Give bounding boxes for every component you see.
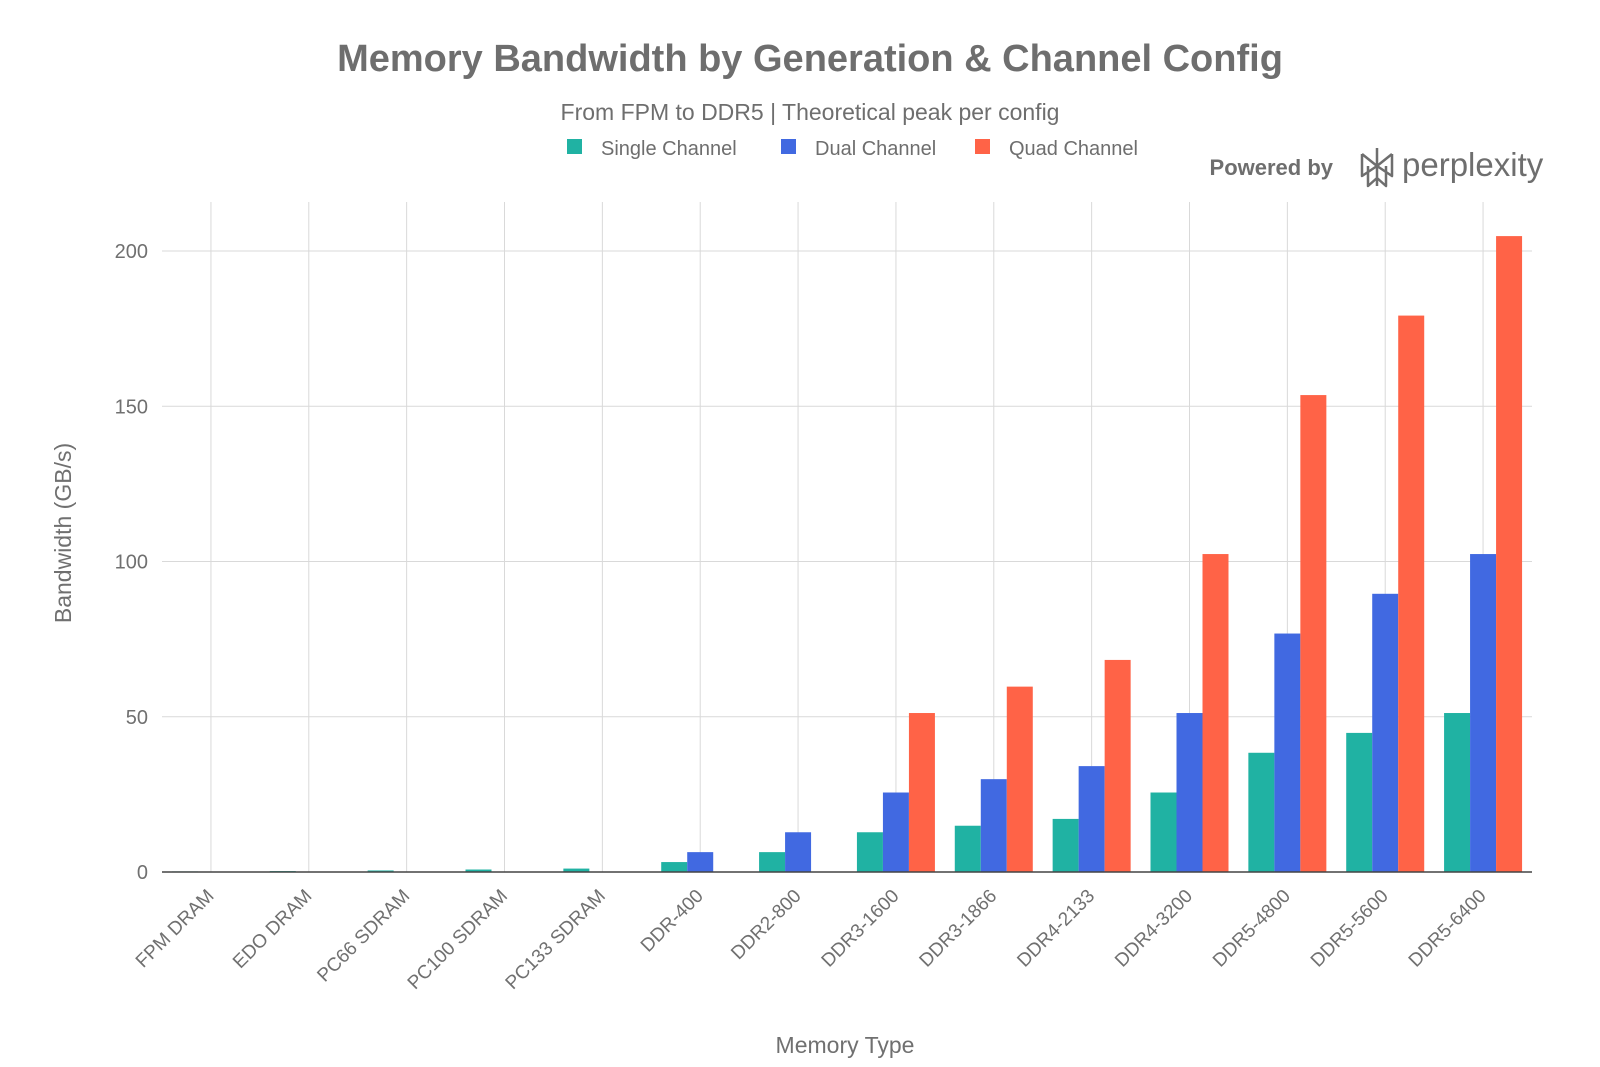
y-tick-label: 0 bbox=[137, 862, 148, 884]
legend-swatch bbox=[975, 139, 990, 154]
legend-label: Single Channel bbox=[601, 138, 737, 160]
y-tick-label: 150 bbox=[115, 396, 148, 418]
bar bbox=[882, 792, 909, 872]
chart-subtitle: From FPM to DDR5 | Theoretical peak per … bbox=[561, 99, 1060, 125]
x-tick-label: DDR3-1866 bbox=[916, 886, 1002, 972]
bar bbox=[785, 832, 812, 872]
bar bbox=[687, 852, 714, 872]
x-tick-label: FPM DRAM bbox=[132, 886, 218, 972]
bar bbox=[1470, 554, 1497, 872]
brand-name: perplexity bbox=[1402, 146, 1544, 183]
x-tick-label: DDR4-2133 bbox=[1013, 886, 1099, 972]
bar bbox=[1300, 395, 1327, 872]
legend-label: Dual Channel bbox=[815, 138, 936, 160]
chart-title: Memory Bandwidth by Generation & Channel… bbox=[337, 38, 1283, 80]
bar bbox=[954, 825, 981, 872]
x-tick-label: DDR2-800 bbox=[727, 886, 805, 964]
legend-item: Single Channel bbox=[567, 138, 737, 160]
bar bbox=[1104, 659, 1131, 872]
bar bbox=[1496, 236, 1523, 872]
y-axis-ticks: 0 50 100 150 200 bbox=[115, 241, 148, 884]
bar bbox=[465, 869, 492, 872]
bar bbox=[759, 852, 786, 872]
x-tick-label: DDR-400 bbox=[637, 886, 708, 957]
bar bbox=[908, 713, 935, 872]
x-tick-label: PC100 SDRAM bbox=[404, 886, 512, 994]
bar bbox=[856, 832, 883, 872]
bar bbox=[1398, 315, 1425, 873]
bar bbox=[563, 868, 590, 872]
bar bbox=[1052, 818, 1079, 872]
bar bbox=[1372, 593, 1399, 872]
bars bbox=[171, 236, 1523, 873]
bar bbox=[1202, 554, 1229, 872]
legend-item: Dual Channel bbox=[781, 138, 936, 160]
x-tick-label: DDR4-3200 bbox=[1111, 886, 1197, 972]
y-tick-label: 100 bbox=[115, 552, 148, 574]
bar bbox=[1006, 686, 1033, 872]
y-tick-label: 200 bbox=[115, 241, 148, 263]
bar bbox=[1078, 766, 1105, 872]
bar bbox=[1248, 752, 1275, 872]
x-tick-label: PC66 SDRAM bbox=[313, 886, 414, 987]
y-tick-label: 50 bbox=[126, 707, 148, 729]
bar bbox=[980, 779, 1007, 872]
bar bbox=[1346, 732, 1373, 872]
x-tick-label: DDR3-1600 bbox=[818, 886, 904, 972]
perplexity-logo-icon bbox=[1360, 148, 1394, 188]
bar bbox=[1150, 792, 1177, 872]
legend-swatch bbox=[567, 139, 582, 154]
grid bbox=[162, 202, 1532, 873]
x-axis-title: Memory Type bbox=[776, 1032, 915, 1058]
x-tick-label: EDO DRAM bbox=[229, 886, 316, 973]
legend-item: Quad Channel bbox=[975, 138, 1138, 160]
branding: Powered by perplexity bbox=[1210, 146, 1544, 188]
x-tick-label: PC133 SDRAM bbox=[502, 886, 610, 994]
legend-swatch bbox=[781, 139, 796, 154]
x-tick-label: DDR5-4800 bbox=[1209, 886, 1295, 972]
y-axis-title: Bandwidth (GB/s) bbox=[50, 443, 76, 623]
legend-label: Quad Channel bbox=[1009, 138, 1138, 160]
legend: Single Channel Dual Channel Quad Channel bbox=[567, 138, 1138, 160]
bar bbox=[367, 870, 394, 872]
bar bbox=[1444, 713, 1471, 872]
x-tick-label: DDR5-6400 bbox=[1405, 886, 1491, 972]
x-tick-label: DDR5-5600 bbox=[1307, 886, 1393, 972]
bar bbox=[1274, 633, 1301, 872]
bar bbox=[1176, 713, 1203, 872]
powered-by-label: Powered by bbox=[1210, 155, 1334, 180]
bar bbox=[661, 862, 688, 872]
